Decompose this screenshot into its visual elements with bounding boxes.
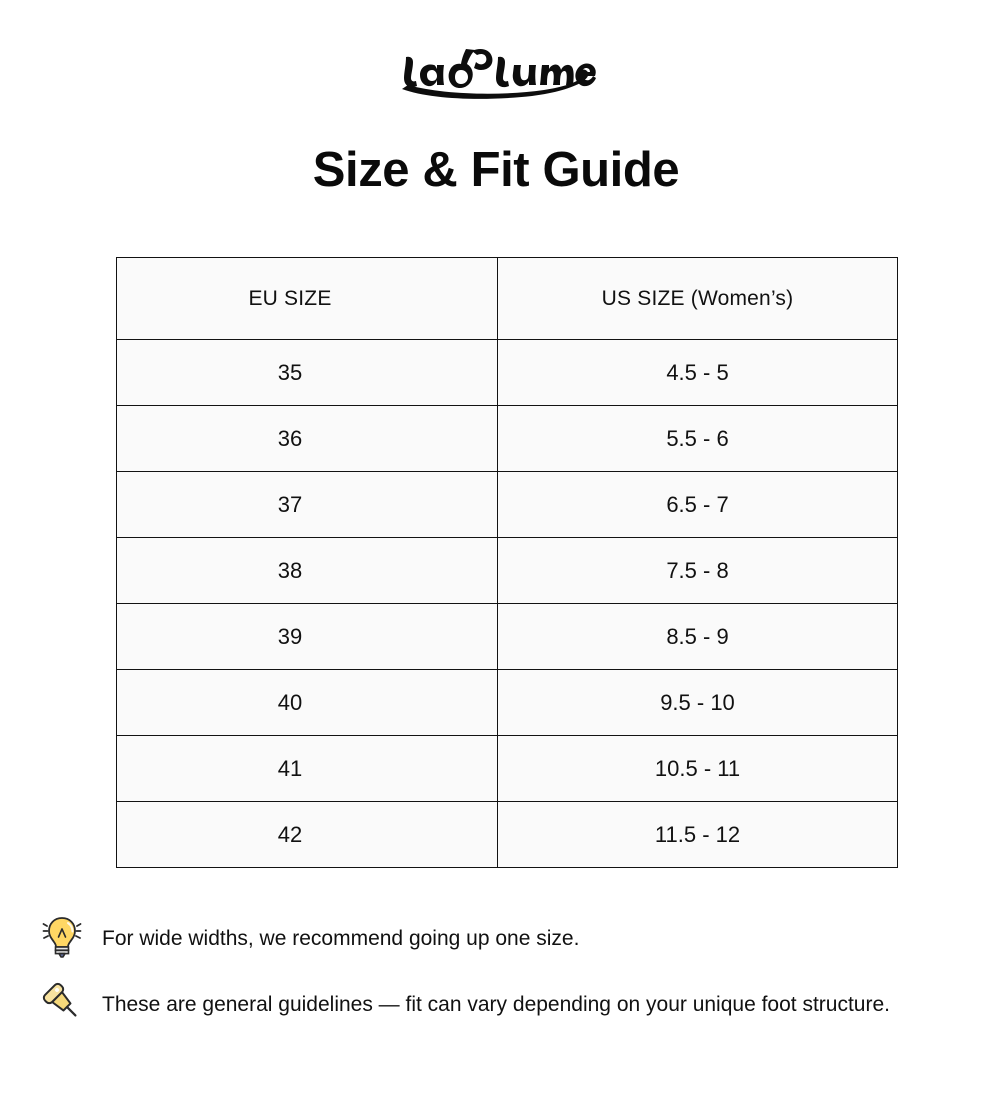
cell-eu-size: 39 <box>116 603 498 670</box>
pushpin-icon <box>38 981 86 1029</box>
table-body: 35 4.5 - 5 36 5.5 - 6 37 6.5 - 7 38 7.5 … <box>116 339 898 868</box>
cell-eu-size: 38 <box>116 537 498 604</box>
table-row: 37 6.5 - 7 <box>116 471 898 538</box>
cell-eu-size: 36 <box>116 405 498 472</box>
cell-us-size: 6.5 - 7 <box>497 471 898 538</box>
table-row: 36 5.5 - 6 <box>116 405 898 472</box>
table-header-row: EU SIZE US SIZE (Women’s) <box>116 257 898 340</box>
column-header-eu-size: EU SIZE <box>116 257 498 340</box>
size-conversion-table: EU SIZE US SIZE (Women’s) 35 4.5 - 5 36 … <box>116 257 898 868</box>
table-row: 38 7.5 - 8 <box>116 537 898 604</box>
cell-eu-size: 37 <box>116 471 498 538</box>
cell-us-size: 8.5 - 9 <box>497 603 898 670</box>
cell-us-size: 11.5 - 12 <box>497 801 898 868</box>
cell-us-size: 10.5 - 11 <box>497 735 898 802</box>
note-text: For wide widths, we recommend going up o… <box>102 927 580 950</box>
cell-us-size: 4.5 - 5 <box>497 339 898 406</box>
table-row: 40 9.5 - 10 <box>116 669 898 736</box>
note-item: These are general guidelines — fit can v… <box>38 981 978 1029</box>
la-plume-script-logo <box>402 49 596 99</box>
cell-eu-size: 35 <box>116 339 498 406</box>
cell-eu-size: 40 <box>116 669 498 736</box>
cell-eu-size: 42 <box>116 801 498 868</box>
cell-us-size: 9.5 - 10 <box>497 669 898 736</box>
cell-us-size: 7.5 - 8 <box>497 537 898 604</box>
table-row: 41 10.5 - 11 <box>116 735 898 802</box>
cell-eu-size: 41 <box>116 735 498 802</box>
cell-us-size: 5.5 - 6 <box>497 405 898 472</box>
light-bulb-icon <box>38 915 86 963</box>
table-row: 39 8.5 - 9 <box>116 603 898 670</box>
notes-section: For wide widths, we recommend going up o… <box>38 915 978 1047</box>
brand-logo <box>0 40 992 106</box>
table-row: 35 4.5 - 5 <box>116 339 898 406</box>
column-header-us-size: US SIZE (Women’s) <box>497 257 898 340</box>
page-title: Size & Fit Guide <box>312 143 680 197</box>
note-text: These are general guidelines — fit can v… <box>102 993 890 1016</box>
note-item: For wide widths, we recommend going up o… <box>38 915 978 963</box>
table-row: 42 11.5 - 12 <box>116 801 898 868</box>
